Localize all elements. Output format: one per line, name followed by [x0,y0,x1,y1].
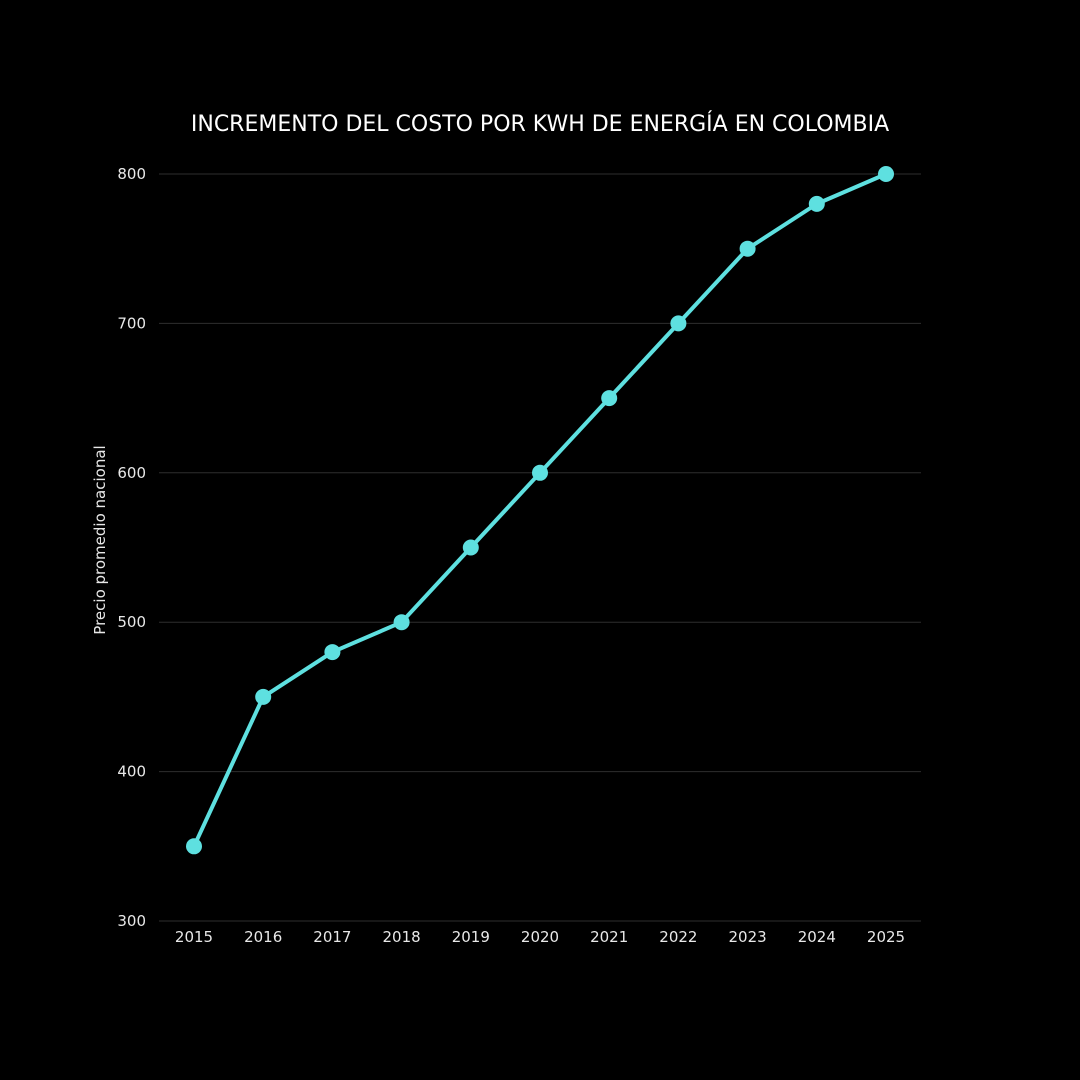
data-point [878,166,894,182]
y-axis-ticks: 300 400 500 600 700 800 [117,165,146,930]
x-tick-label: 2023 [729,928,767,946]
data-point [186,838,202,855]
y-axis-title: Precio promedio nacional [91,445,109,634]
series-line [192,172,888,849]
y-tick-label: 500 [117,613,146,631]
x-tick-label: 2015 [175,928,213,946]
x-tick-label: 2020 [521,928,559,946]
y-tick-label: 300 [117,912,146,930]
grid-lines [159,173,921,922]
data-point [532,464,548,481]
x-tick-label: 2025 [867,928,905,946]
data-point [255,688,272,705]
x-tick-label: 2024 [798,928,836,946]
chart-title: INCREMENTO DEL COSTO POR KWH DE ENERGÍA … [190,112,890,137]
data-point [601,390,618,407]
data-point [324,644,341,661]
y-tick-label: 800 [117,165,146,183]
x-axis-ticks: 2015 2016 2017 2018 2019 2020 2021 2022 2023 2024… [175,928,905,946]
data-point [808,195,825,212]
data-point [670,315,687,332]
data-point [462,539,479,556]
x-tick-label: 2016 [244,928,282,946]
x-tick-label: 2019 [452,928,490,946]
data-points [186,166,894,855]
data-point [739,240,756,257]
x-tick-label: 2022 [659,928,697,946]
y-tick-label: 400 [117,763,146,781]
y-tick-label: 700 [117,314,146,332]
y-tick-label: 600 [117,464,146,482]
data-point [393,614,410,631]
x-tick-label: 2017 [313,928,351,946]
x-tick-label: 2021 [590,928,628,946]
x-tick-label: 2018 [383,928,421,946]
